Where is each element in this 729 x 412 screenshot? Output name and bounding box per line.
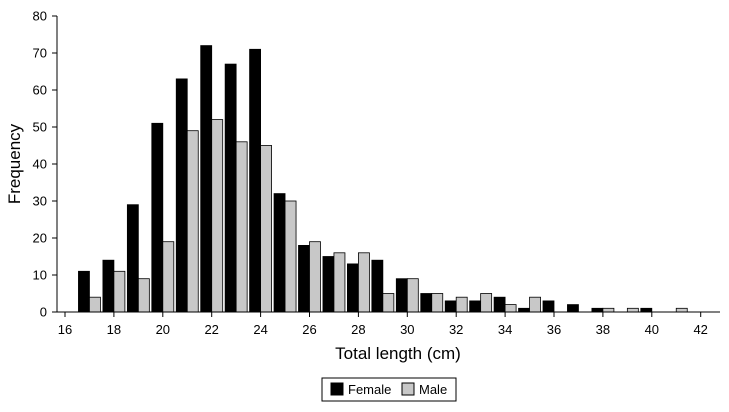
bar-male-22 xyxy=(211,119,224,313)
bar-female-33 xyxy=(469,300,482,313)
bar-male-32 xyxy=(455,296,468,313)
y-tick-label-50: 50 xyxy=(33,120,47,135)
bar-male-24 xyxy=(260,145,273,313)
legend-swatch-female xyxy=(330,382,344,396)
bar-female-22 xyxy=(200,45,213,313)
legend-label-male: Male xyxy=(419,382,447,397)
ticks-layer: 0 10 20 30 40 50 60 70 80 16 18 20 22 24 26 28 30 32 34 36 3… xyxy=(33,9,708,338)
bar-male-30 xyxy=(406,278,419,313)
y-tick-label-20: 20 xyxy=(33,231,47,246)
bar-male-21 xyxy=(186,130,199,313)
x-tick-label-24: 24 xyxy=(253,322,267,337)
bar-male-29 xyxy=(382,293,395,313)
bar-female-28 xyxy=(346,263,359,313)
y-tick-label-10: 10 xyxy=(33,268,47,283)
bar-male-19 xyxy=(137,278,150,313)
legend: Female Male xyxy=(321,377,457,402)
bars-layer xyxy=(78,45,688,313)
x-tick-label-16: 16 xyxy=(58,322,72,337)
bar-female-30 xyxy=(395,278,408,313)
x-axis-title: Total length (cm) xyxy=(335,344,461,363)
x-tick-label-40: 40 xyxy=(645,322,659,337)
bar-male-34 xyxy=(504,304,517,313)
bar-male-18 xyxy=(113,270,126,313)
y-tick-label-60: 60 xyxy=(33,83,47,98)
bar-female-19 xyxy=(126,204,139,313)
x-tick-label-20: 20 xyxy=(156,322,170,337)
bar-female-20 xyxy=(151,122,164,313)
bar-male-28 xyxy=(357,252,370,313)
bar-female-24 xyxy=(249,48,262,313)
legend-label-female: Female xyxy=(348,382,391,397)
bar-female-38 xyxy=(591,307,604,313)
x-tick-label-28: 28 xyxy=(351,322,365,337)
bar-male-35 xyxy=(529,296,541,313)
bar-female-29 xyxy=(371,259,384,313)
y-axis-title: Frequency xyxy=(5,123,24,204)
bar-male-23 xyxy=(235,141,248,313)
bar-male-31 xyxy=(431,293,444,313)
bar-female-26 xyxy=(298,244,310,313)
bar-male-25 xyxy=(284,200,297,313)
bar-female-25 xyxy=(273,193,286,313)
bar-female-27 xyxy=(322,256,335,313)
x-tick-label-32: 32 xyxy=(449,322,463,337)
bar-female-35 xyxy=(518,307,530,313)
y-tick-label-30: 30 xyxy=(33,194,47,209)
x-tick-label-22: 22 xyxy=(204,322,218,337)
legend-border xyxy=(321,377,457,402)
bar-female-37 xyxy=(567,304,579,313)
bar-female-18 xyxy=(102,259,115,313)
bar-male-27 xyxy=(333,252,346,313)
bar-female-31 xyxy=(420,293,433,313)
y-tick-label-70: 70 xyxy=(33,46,47,61)
bar-female-21 xyxy=(175,78,188,313)
bar-male-20 xyxy=(162,241,175,313)
bar-female-36 xyxy=(542,300,555,313)
y-tick-label-0: 0 xyxy=(40,305,47,320)
x-tick-label-42: 42 xyxy=(693,322,707,337)
bar-male-26 xyxy=(309,241,321,313)
bar-female-34 xyxy=(493,296,506,313)
bar-male-33 xyxy=(480,293,493,313)
x-tick-label-34: 34 xyxy=(498,322,512,337)
bar-female-17 xyxy=(78,270,90,313)
bar-female-23 xyxy=(224,63,237,313)
y-tick-label-40: 40 xyxy=(33,157,47,172)
bar-male-39 xyxy=(626,307,639,313)
x-tick-label-36: 36 xyxy=(547,322,561,337)
bar-female-32 xyxy=(444,300,457,313)
legend-swatch-male xyxy=(401,382,415,396)
x-tick-label-38: 38 xyxy=(596,322,610,337)
x-tick-label-26: 26 xyxy=(302,322,316,337)
bar-male-38 xyxy=(602,307,615,313)
bar-male-41 xyxy=(675,307,688,313)
x-tick-label-30: 30 xyxy=(400,322,414,337)
y-tick-label-80: 80 xyxy=(33,9,47,24)
x-tick-label-18: 18 xyxy=(107,322,121,337)
bar-female-40 xyxy=(640,307,653,313)
bar-male-17 xyxy=(89,296,101,313)
